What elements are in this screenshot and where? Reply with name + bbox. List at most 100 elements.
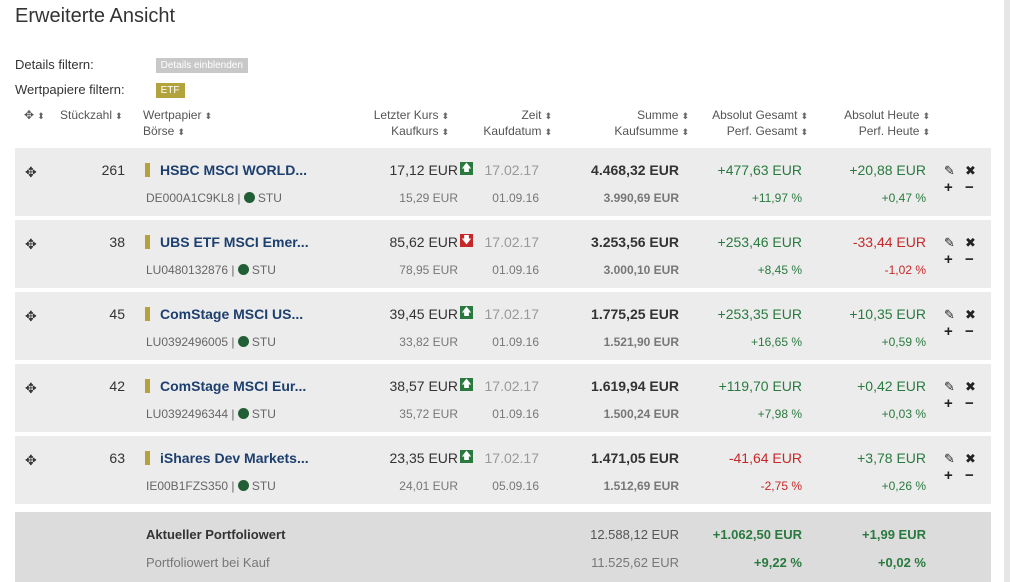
header-kaufkurs-label: Kaufkurs <box>391 124 439 138</box>
etf-filter-chip[interactable]: ETF <box>155 83 185 98</box>
time: 17.02.17 <box>484 162 540 178</box>
plus-icon[interactable]: + <box>944 467 953 484</box>
move-icon[interactable]: ✥ <box>25 452 37 468</box>
table-row: ✥ 261 HSBC MSCI WORLD... DE000A1C9KL8 | … <box>15 148 991 216</box>
sort-arrows-icon[interactable]: ⬍ <box>922 111 930 121</box>
minus-icon[interactable]: − <box>965 467 974 484</box>
sort-arrows-icon[interactable]: ⬍ <box>681 111 689 121</box>
table-row: ✥ 42 ComStage MSCI Eur... LU0392496344 |… <box>15 364 991 432</box>
pencil-icon[interactable]: ✎ <box>944 379 955 394</box>
pencil-icon[interactable]: ✎ <box>944 307 955 322</box>
security-name-link[interactable]: ComStage MSCI US... <box>160 306 304 322</box>
isin-exchange: LU0392496344 | STU <box>146 407 276 421</box>
minus-icon[interactable]: − <box>965 395 974 412</box>
pencil-icon[interactable]: ✎ <box>944 163 955 178</box>
time: 17.02.17 <box>484 378 540 394</box>
header-move[interactable]: ✥ ⬍ <box>24 108 45 124</box>
move-icon[interactable]: ✥ <box>25 236 37 252</box>
plus-icon[interactable]: + <box>944 323 953 340</box>
sum: 3.253,56 EUR <box>591 234 679 250</box>
header-zeit-label: Zeit <box>521 108 542 122</box>
sort-arrows-icon[interactable]: ⬍ <box>681 127 689 137</box>
close-icon[interactable]: ✖ <box>965 307 976 322</box>
header-perf-gesamt-label: Perf. Gesamt <box>726 124 798 138</box>
security-name-link[interactable]: HSBC MSCI WORLD... <box>160 162 307 178</box>
last-price: 23,35 EUR <box>389 450 458 466</box>
move-icon[interactable]: ✥ <box>25 308 37 324</box>
sort-arrows-icon[interactable]: ⬍ <box>544 111 552 121</box>
vertical-scrollbar[interactable] <box>1004 0 1010 582</box>
close-icon[interactable]: ✖ <box>965 163 976 178</box>
buy-sum: 3.990,69 EUR <box>603 191 679 205</box>
sum: 4.468,32 EUR <box>591 162 679 178</box>
header-wertpapier-label: Wertpapier <box>143 108 202 122</box>
plus-icon[interactable]: + <box>944 395 953 412</box>
header-letzter-kurs-label: Letzter Kurs <box>373 108 439 122</box>
last-price: 38,57 EUR <box>389 378 458 394</box>
minus-icon[interactable]: − <box>965 323 974 340</box>
buy-date: 01.09.16 <box>492 335 539 349</box>
sort-arrows-icon[interactable]: ⬍ <box>37 111 45 121</box>
isin-exchange: IE00B1FZS350 | STU <box>146 479 276 493</box>
header-boerse-label: Börse <box>143 124 175 138</box>
header-absolut-heute[interactable]: Absolut Heute ⬍ Perf. Heute ⬍ <box>844 108 930 140</box>
header-summe[interactable]: Summe ⬍ Kaufsumme ⬍ <box>614 108 689 140</box>
sort-arrows-icon[interactable]: ⬍ <box>441 111 449 121</box>
sort-arrows-icon[interactable]: ⬍ <box>115 111 123 121</box>
sort-arrows-icon[interactable]: ⬍ <box>800 111 808 121</box>
arrow-up-icon: 🡅 <box>460 162 473 175</box>
header-stueckzahl[interactable]: Stückzahl ⬍ <box>60 108 123 124</box>
buy-date: 05.09.16 <box>492 479 539 493</box>
buy-date: 01.09.16 <box>492 191 539 205</box>
absolute-total: +253,46 EUR <box>717 234 802 250</box>
current-portfolio-label: Aktueller Portfoliowert <box>146 527 286 542</box>
sort-arrows-icon[interactable]: ⬍ <box>922 127 930 137</box>
security-name-link[interactable]: iShares Dev Markets... <box>160 450 309 466</box>
header-kurs[interactable]: Letzter Kurs ⬍ Kaufkurs ⬍ <box>374 108 449 140</box>
header-wertpapier[interactable]: Wertpapier ⬍ Börse ⬍ <box>143 108 212 140</box>
buy-price: 24,01 EUR <box>399 479 458 493</box>
isin-exchange: LU0480132876 | STU <box>146 263 276 277</box>
close-icon[interactable]: ✖ <box>965 379 976 394</box>
close-icon[interactable]: ✖ <box>965 235 976 250</box>
sort-arrows-icon[interactable]: ⬍ <box>177 127 185 137</box>
absolute-today: -33,44 EUR <box>852 234 926 250</box>
security-name-link[interactable]: ComStage MSCI Eur... <box>160 378 307 394</box>
table-row: ✥ 63 iShares Dev Markets... IE00B1FZS350… <box>15 436 991 504</box>
isin: LU0392496005 | <box>146 335 235 349</box>
isin-exchange: DE000A1C9KL8 | STU <box>146 191 282 205</box>
sort-arrows-icon[interactable]: ⬍ <box>441 127 449 137</box>
exchange: STU <box>251 479 276 493</box>
clock-icon <box>243 192 255 203</box>
header-summe-label: Summe <box>637 108 679 122</box>
details-filter-chip[interactable]: Details einblenden <box>155 58 248 73</box>
buy-price: 78,95 EUR <box>399 263 458 277</box>
pencil-icon[interactable]: ✎ <box>944 235 955 250</box>
performance-total: +8,45 % <box>757 263 802 277</box>
pencil-icon[interactable]: ✎ <box>944 451 955 466</box>
header-zeit[interactable]: Zeit ⬍ Kaufdatum ⬍ <box>483 108 552 140</box>
performance-today: +0,02 % <box>877 555 926 570</box>
exchange: STU <box>251 407 276 421</box>
buy-portfolio-label: Portfoliowert bei Kauf <box>146 555 270 570</box>
performance-today: +0,26 % <box>881 479 926 493</box>
close-icon[interactable]: ✖ <box>965 451 976 466</box>
move-icon[interactable]: ✥ <box>25 380 37 396</box>
header-absolut-gesamt[interactable]: Absolut Gesamt ⬍ Perf. Gesamt ⬍ <box>712 108 808 140</box>
sort-arrows-icon[interactable]: ⬍ <box>544 127 552 137</box>
plus-icon[interactable]: + <box>944 179 953 196</box>
security-name-link[interactable]: UBS ETF MSCI Emer... <box>160 234 309 250</box>
time: 17.02.17 <box>484 306 540 322</box>
sort-arrows-icon[interactable]: ⬍ <box>204 111 213 121</box>
move-icon[interactable]: ✥ <box>25 164 37 180</box>
sort-arrows-icon[interactable]: ⬍ <box>800 127 808 137</box>
buy-price: 33,82 EUR <box>399 335 458 349</box>
absolute-today: +10,35 EUR <box>849 306 926 322</box>
table-row: ✥ 45 ComStage MSCI US... LU0392496005 | … <box>15 292 991 360</box>
minus-icon[interactable]: − <box>965 179 974 196</box>
plus-icon[interactable]: + <box>944 251 953 268</box>
isin-exchange: LU0392496005 | STU <box>146 335 276 349</box>
table-row: ✥ 38 UBS ETF MSCI Emer... LU0480132876 |… <box>15 220 991 288</box>
exchange: STU <box>257 191 282 205</box>
minus-icon[interactable]: − <box>965 251 974 268</box>
